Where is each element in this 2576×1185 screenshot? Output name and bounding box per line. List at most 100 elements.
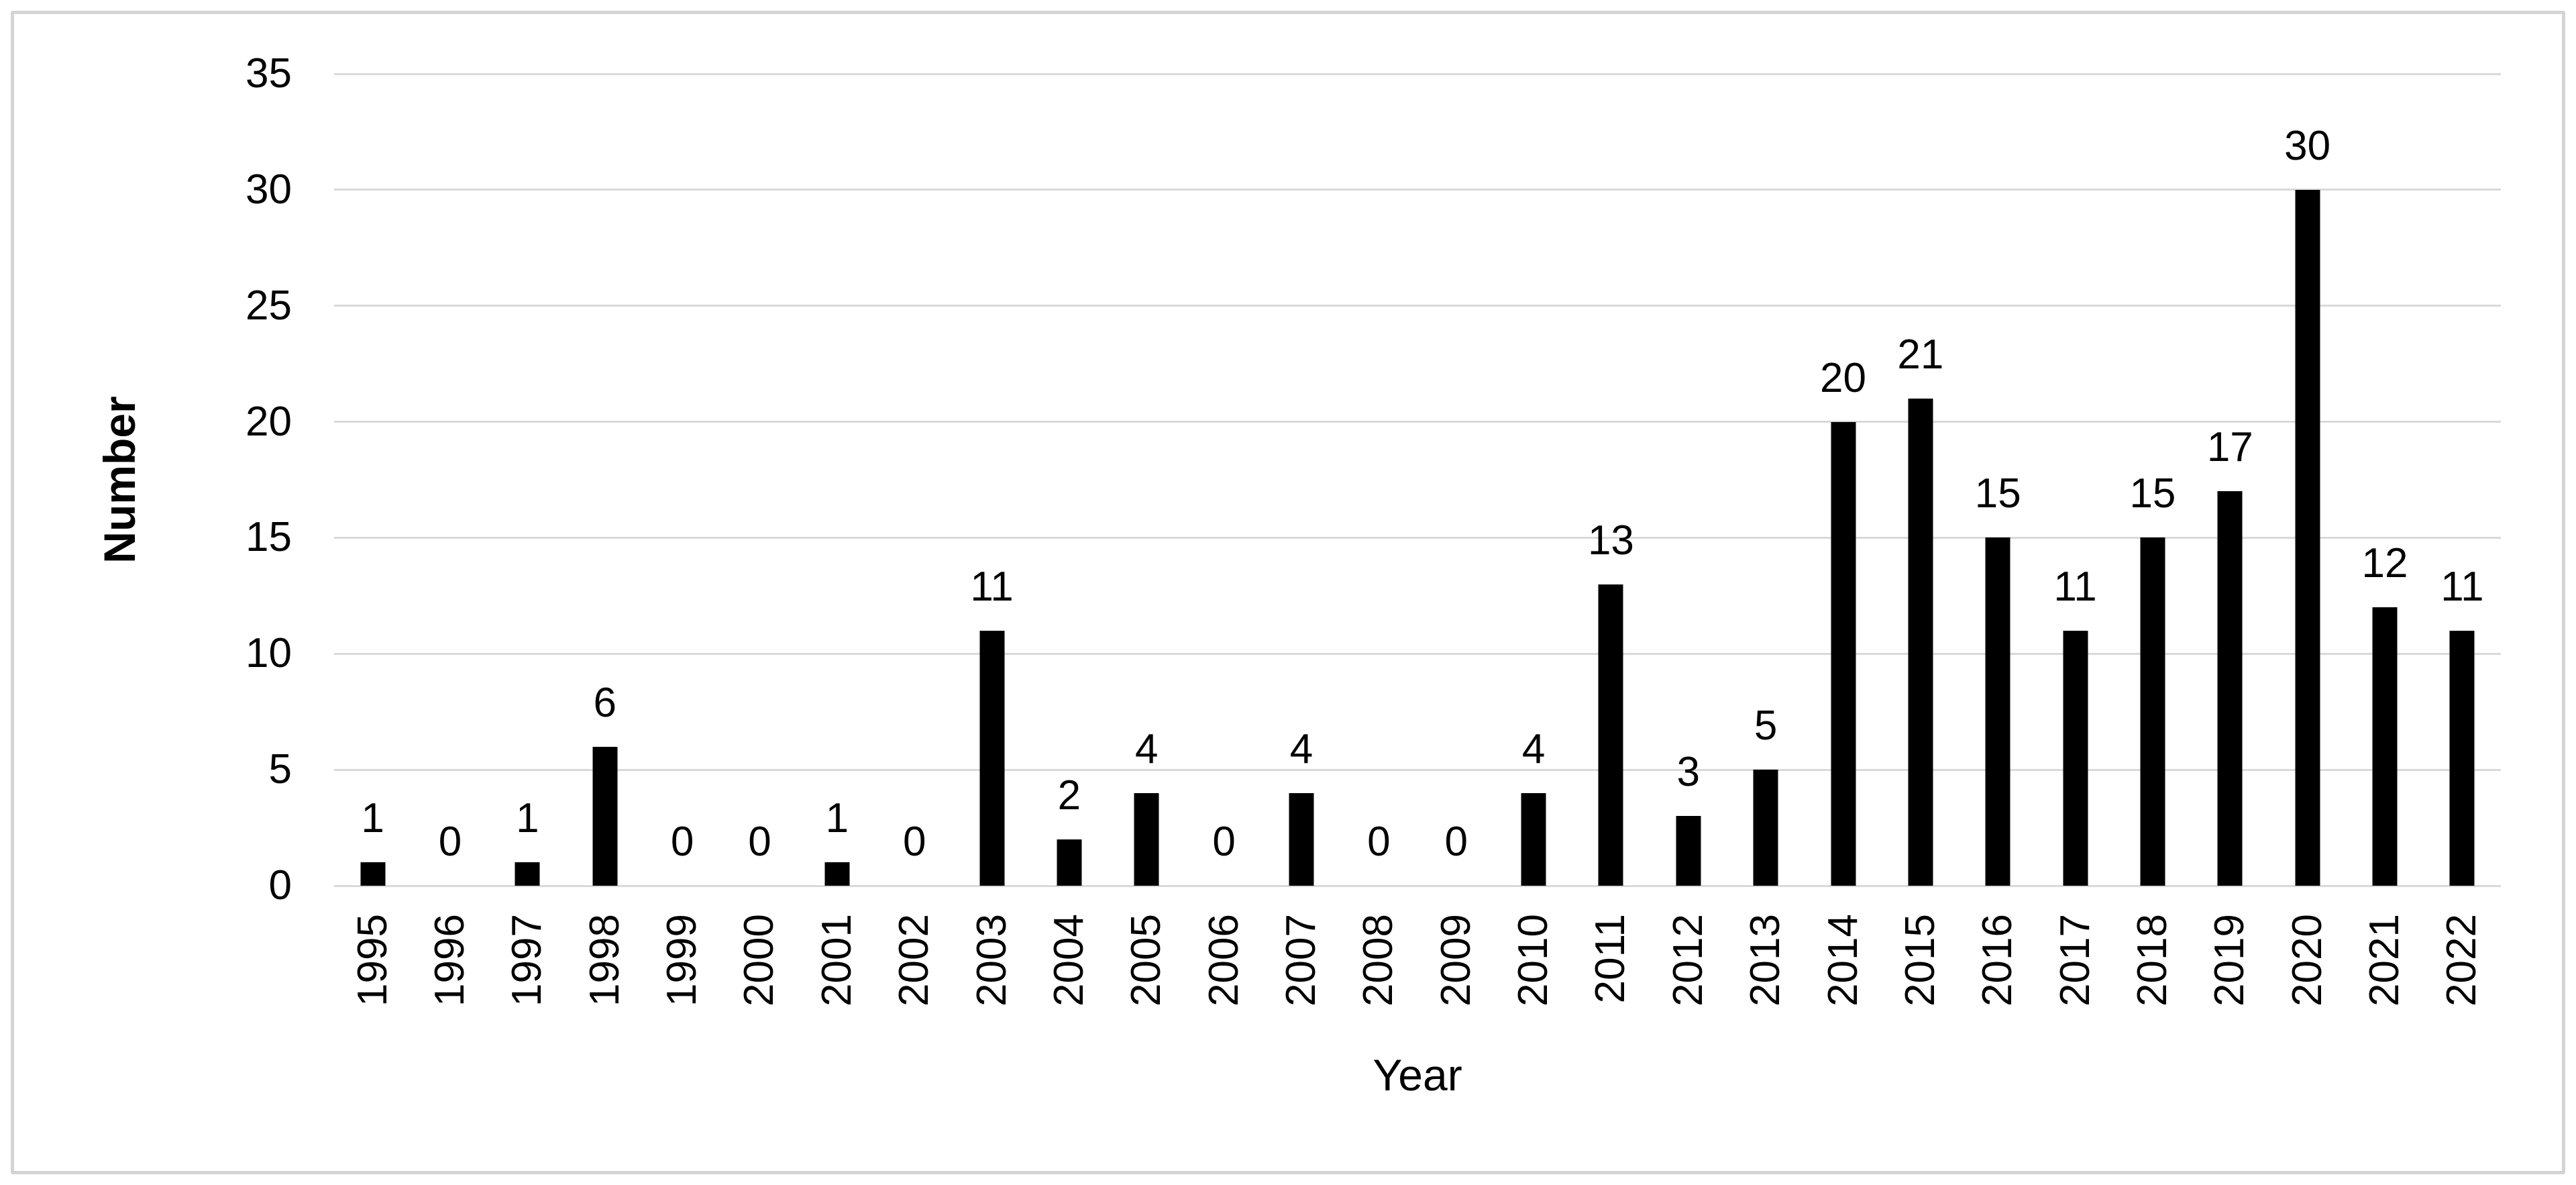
bar-value-label: 0: [1212, 819, 1236, 865]
bar: [2063, 630, 2088, 886]
x-tick-label: 2003: [968, 914, 1015, 1007]
bar-value-label: 30: [2284, 122, 2331, 169]
bar-value-label: 2: [1057, 772, 1081, 819]
x-tick-label: 2007: [1277, 914, 1324, 1007]
x-tick-label: 2001: [813, 914, 860, 1007]
x-tick-label: 2021: [2361, 914, 2408, 1007]
x-tick-cell: 2005: [1108, 914, 1185, 1072]
plot-area: 1 0 1 6 0 0 1 0 11 2 4 0 4 0 0 4 13 3 5 20 21 15 11 15 17 30 12 11: [334, 72, 2501, 887]
bar-category-cell: 0: [643, 74, 720, 886]
x-tick-cell: 1998: [566, 914, 643, 1072]
bar-category-cell: 11: [953, 74, 1030, 886]
x-tick-cell: 2021: [2346, 914, 2423, 1072]
x-tick-label: 2002: [891, 914, 938, 1007]
bar-category-cell: 21: [1882, 74, 1959, 886]
bar-value-label: 3: [1676, 749, 1701, 796]
bar-category-cell: 0: [411, 74, 488, 886]
bar: [592, 746, 618, 886]
bar-value-label: 13: [1587, 517, 1634, 564]
x-tick-cell: 2018: [2114, 914, 2191, 1072]
bar: [1985, 537, 2010, 886]
bar: [1598, 584, 1623, 886]
bar-category-cell: 5: [1727, 74, 1804, 886]
y-tick-label: 10: [246, 630, 292, 677]
bar: [1908, 399, 1933, 886]
x-tick-cell: 1995: [334, 914, 411, 1072]
bar-category-cell: 0: [1340, 74, 1417, 886]
x-tick-cell: 2015: [1882, 914, 1959, 1072]
bar-value-label: 11: [970, 563, 1014, 610]
bars-layer: 1 0 1 6 0 0 1 0 11 2 4 0 4 0 0 4 13 3 5 20 21 15 11 15 17 30 12 11: [334, 74, 2501, 886]
gridline: [334, 536, 2501, 539]
x-tick-label: 1998: [581, 914, 628, 1007]
bar-category-cell: 4: [1108, 74, 1185, 886]
x-tick-label: 2010: [1510, 914, 1557, 1007]
gridline: [334, 884, 2501, 887]
x-tick-cell: 2002: [876, 914, 953, 1072]
bar-category-cell: 0: [1185, 74, 1263, 886]
x-tick-label: 2004: [1045, 914, 1092, 1007]
x-tick-cell: 2011: [1572, 914, 1650, 1072]
x-tick-cell: 2016: [1960, 914, 2037, 1072]
x-tick-cell: 1999: [643, 914, 720, 1072]
bar-value-label: 0: [438, 819, 462, 865]
x-tick-label: 2017: [2051, 914, 2098, 1007]
gridline: [334, 305, 2501, 307]
x-tick-cell: 2020: [2269, 914, 2346, 1072]
x-tick-label: 2012: [1664, 914, 1711, 1007]
bar: [515, 862, 540, 886]
bar: [1676, 816, 1701, 886]
x-tick-label: 2020: [2284, 914, 2330, 1007]
bar-category-cell: 0: [721, 74, 798, 886]
x-tick-label: 2015: [1896, 914, 1943, 1007]
x-tick-label: 1997: [504, 914, 551, 1007]
bar-category-cell: 1: [798, 74, 875, 886]
bar: [1753, 770, 1778, 886]
bar-value-label: 4: [1521, 725, 1546, 772]
x-tick-cell: 2007: [1263, 914, 1340, 1072]
gridline: [334, 768, 2501, 771]
bar-category-cell: 17: [2192, 74, 2269, 886]
x-tick-cell: 2010: [1495, 914, 1572, 1072]
y-axis-tick-labels: 0 5 10 15 20 25 30 35: [0, 53, 292, 907]
x-tick-label: 2009: [1432, 914, 1479, 1007]
bar-category-cell: 2: [1030, 74, 1108, 886]
bar-value-label: 11: [2440, 563, 2484, 610]
x-tick-label: 2006: [1200, 914, 1247, 1007]
bar-value-label: 0: [1444, 819, 1468, 865]
x-tick-label: 2008: [1355, 914, 1402, 1007]
x-tick-cell: 2012: [1650, 914, 1727, 1072]
bar: [2295, 189, 2320, 886]
bar-value-label: 0: [1367, 819, 1391, 865]
x-tick-label: 2019: [2206, 914, 2253, 1007]
x-tick-cell: 2022: [2424, 914, 2501, 1072]
x-tick-label: 2011: [1587, 914, 1634, 1004]
bar: [2217, 491, 2243, 886]
bar-value-label: 4: [1289, 725, 1313, 772]
bar-category-cell: 1: [334, 74, 411, 886]
bar-category-cell: 12: [2346, 74, 2423, 886]
x-tick-cell: 1996: [411, 914, 488, 1072]
bar: [1057, 839, 1082, 886]
x-tick-cell: 2001: [798, 914, 875, 1072]
bar-value-label: 0: [902, 819, 926, 865]
x-tick-label: 2014: [1819, 914, 1866, 1007]
bar-category-cell: 11: [2037, 74, 2114, 886]
y-tick-label: 30: [246, 166, 292, 213]
bar: [1521, 792, 1546, 886]
gridline: [334, 652, 2501, 655]
gridline: [334, 421, 2501, 423]
x-tick-label: 1999: [659, 914, 706, 1007]
bar: [2140, 537, 2165, 886]
bar-value-label: 1: [516, 795, 539, 842]
x-tick-cell: 2013: [1727, 914, 1804, 1072]
bar-category-cell: 4: [1263, 74, 1340, 886]
bar-value-label: 0: [670, 819, 694, 865]
x-tick-cell: 2006: [1185, 914, 1263, 1072]
bar-value-label: 12: [2361, 540, 2408, 587]
y-tick-label: 5: [268, 746, 292, 793]
x-tick-label: 2000: [736, 914, 783, 1007]
gridline: [334, 189, 2501, 191]
x-tick-label: 1996: [427, 914, 474, 1007]
bar-category-cell: 0: [1417, 74, 1495, 886]
